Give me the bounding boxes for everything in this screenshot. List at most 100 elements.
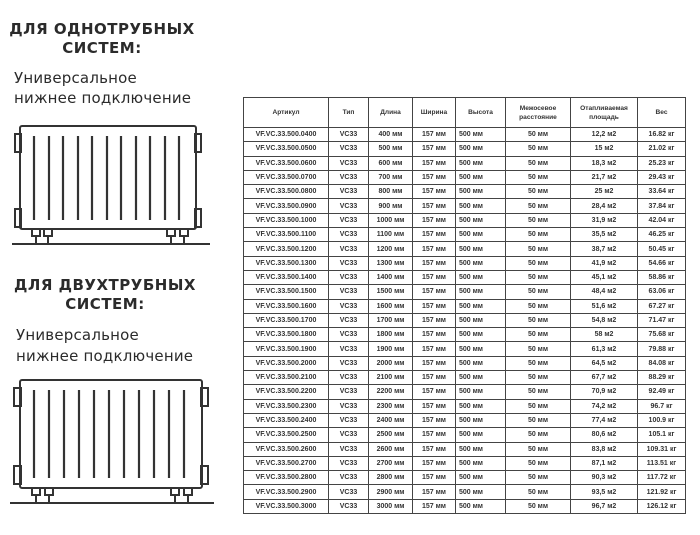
cell-length: 400 мм xyxy=(368,126,413,143)
cell-axis-distance: 50 мм xyxy=(505,169,571,186)
cell-weight: 84.08 кг xyxy=(637,355,686,372)
table-row: VF.VC.33.500.2300 VC33 2300 мм 157 мм 500 мм… xyxy=(243,398,686,414)
radiator-specs-table: Артикул Тип Длина Ширина Высота Межосево… xyxy=(243,97,686,515)
cell-axis-distance: 50 мм xyxy=(505,384,571,400)
cell-length: 2500 мм xyxy=(368,427,413,443)
table-row: VF.VC.33.500.1500 VC33 1500 мм 157 мм 500 мм… xyxy=(243,284,686,300)
cell-width: 157 мм xyxy=(412,269,456,286)
cell-height: 500 мм xyxy=(455,498,506,515)
cell-heated-area: 38,7 м2 xyxy=(570,241,638,257)
cell-height: 500 мм xyxy=(455,327,506,343)
cell-article: VF.VC.33.500.1400 xyxy=(243,269,329,286)
cell-weight: 109.31 кг xyxy=(637,441,686,457)
cell-length: 1400 мм xyxy=(368,269,413,286)
cell-article: VF.VC.33.500.1900 xyxy=(243,341,329,357)
cell-type: VC33 xyxy=(328,441,369,457)
cell-axis-distance: 50 мм xyxy=(505,327,571,343)
cell-article: VF.VC.33.500.1300 xyxy=(243,255,329,271)
cell-heated-area: 87,1 м2 xyxy=(570,455,638,472)
cell-axis-distance: 50 мм xyxy=(505,255,571,271)
cell-width: 157 мм xyxy=(412,412,456,429)
cell-length: 2700 мм xyxy=(368,455,413,472)
header-type: Тип xyxy=(328,97,369,128)
cell-axis-distance: 50 мм xyxy=(505,455,571,472)
cell-heated-area: 28,4 м2 xyxy=(570,198,638,214)
cell-axis-distance: 50 мм xyxy=(505,312,571,329)
cell-article: VF.VC.33.500.1800 xyxy=(243,327,329,343)
cell-height: 500 мм xyxy=(455,384,506,400)
cell-axis-distance: 50 мм xyxy=(505,470,571,486)
cell-type: VC33 xyxy=(328,498,369,515)
cell-article: VF.VC.33.500.1100 xyxy=(243,227,329,243)
table-row: VF.VC.33.500.2700 VC33 2700 мм 157 мм 500 мм… xyxy=(243,455,686,472)
cell-length: 2000 мм xyxy=(368,355,413,372)
section-two-title-line2: СИСТЕМ: xyxy=(65,295,145,313)
header-axis-distance: Межосевое расстояние xyxy=(505,97,571,128)
cell-length: 800 мм xyxy=(368,184,413,200)
cell-width: 157 мм xyxy=(412,241,456,257)
cell-article: VF.VC.33.500.0700 xyxy=(243,169,329,186)
cell-weight: 79.88 кг xyxy=(637,341,686,357)
cell-length: 1700 мм xyxy=(368,312,413,329)
cell-height: 500 мм xyxy=(455,241,506,257)
section-two-subtitle-line1: Универсальное xyxy=(16,326,139,344)
cell-article: VF.VC.33.500.0500 xyxy=(243,141,329,157)
cell-article: VF.VC.33.500.1200 xyxy=(243,241,329,257)
cell-weight: 50.45 кг xyxy=(637,241,686,257)
cell-type: VC33 xyxy=(328,470,369,486)
cell-type: VC33 xyxy=(328,198,369,214)
table-row: VF.VC.33.500.1400 VC33 1400 мм 157 мм 500 мм… xyxy=(243,269,686,286)
cell-axis-distance: 50 мм xyxy=(505,269,571,286)
cell-type: VC33 xyxy=(328,312,369,329)
cell-axis-distance: 50 мм xyxy=(505,184,571,200)
cell-article: VF.VC.33.500.0900 xyxy=(243,198,329,214)
header-length: Длина xyxy=(368,97,413,128)
cell-height: 500 мм xyxy=(455,427,506,443)
cell-heated-area: 54,8 м2 xyxy=(570,312,638,329)
cell-heated-area: 35,5 м2 xyxy=(570,227,638,243)
section-one-title-line1: ДЛЯ ОДНОТРУБНЫХ xyxy=(9,20,195,38)
cell-width: 157 мм xyxy=(412,284,456,300)
table-row: VF.VC.33.500.2100 VC33 2100 мм 157 мм 500 мм… xyxy=(243,370,686,386)
cell-article: VF.VC.33.500.2200 xyxy=(243,384,329,400)
cell-height: 500 мм xyxy=(455,412,506,429)
cell-length: 600 мм xyxy=(368,155,413,171)
cell-article: VF.VC.33.500.2800 xyxy=(243,470,329,486)
section-one-title-line2: СИСТЕМ: xyxy=(62,39,142,57)
table-row: VF.VC.33.500.2000 VC33 2000 мм 157 мм 500 мм… xyxy=(243,355,686,372)
cell-axis-distance: 50 мм xyxy=(505,284,571,300)
cell-heated-area: 18,3 м2 xyxy=(570,155,638,171)
cell-width: 157 мм xyxy=(412,441,456,457)
table-row: VF.VC.33.500.1300 VC33 1300 мм 157 мм 500 мм… xyxy=(243,255,686,271)
cell-heated-area: 51,6 м2 xyxy=(570,298,638,314)
cell-width: 157 мм xyxy=(412,398,456,414)
cell-weight: 75.68 кг xyxy=(637,327,686,343)
cell-width: 157 мм xyxy=(412,327,456,343)
cell-weight: 58.86 кг xyxy=(637,269,686,286)
cell-height: 500 мм xyxy=(455,184,506,200)
cell-article: VF.VC.33.500.1600 xyxy=(243,298,329,314)
cell-length: 700 мм xyxy=(368,169,413,186)
cell-axis-distance: 50 мм xyxy=(505,398,571,414)
cell-length: 1100 мм xyxy=(368,227,413,243)
table-row: VF.VC.33.500.2400 VC33 2400 мм 157 мм 500 мм… xyxy=(243,412,686,429)
cell-weight: 92.49 кг xyxy=(637,384,686,400)
cell-height: 500 мм xyxy=(455,341,506,357)
cell-article: VF.VC.33.500.0800 xyxy=(243,184,329,200)
table-row: VF.VC.33.500.2900 VC33 2900 мм 157 мм 500 мм… xyxy=(243,484,686,500)
cell-type: VC33 xyxy=(328,212,369,229)
cell-width: 157 мм xyxy=(412,498,456,515)
cell-weight: 25.23 кг xyxy=(637,155,686,171)
cell-length: 1800 мм xyxy=(368,327,413,343)
cell-height: 500 мм xyxy=(455,269,506,286)
cell-article: VF.VC.33.500.2100 xyxy=(243,370,329,386)
cell-article: VF.VC.33.500.2900 xyxy=(243,484,329,500)
cell-weight: 29.43 кг xyxy=(637,169,686,186)
section-one-subtitle-line2: нижнее подключение xyxy=(14,89,192,107)
cell-type: VC33 xyxy=(328,370,369,386)
cell-heated-area: 25 м2 xyxy=(570,184,638,200)
cell-height: 500 мм xyxy=(455,470,506,486)
cell-width: 157 мм xyxy=(412,427,456,443)
cell-height: 500 мм xyxy=(455,141,506,157)
radiator-single-pipe-icon xyxy=(12,125,210,245)
